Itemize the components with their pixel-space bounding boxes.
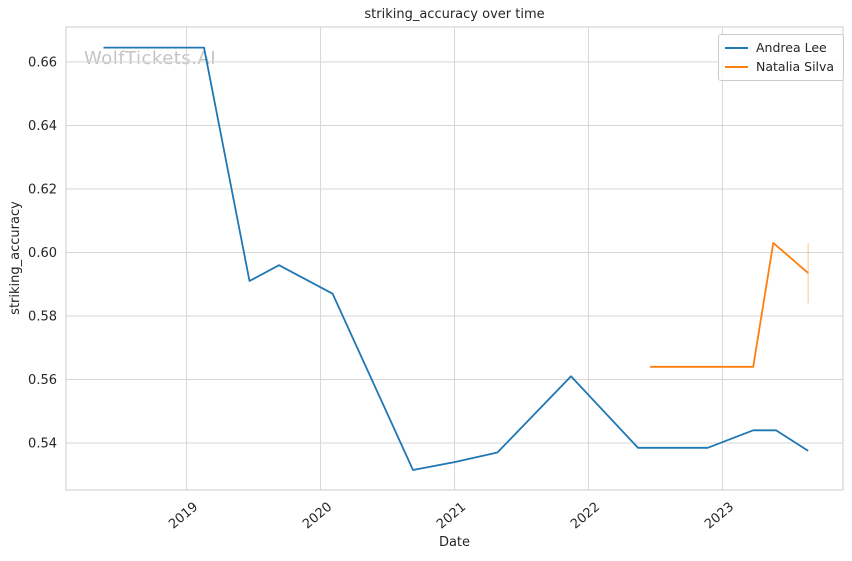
x-tick-label: 2021 bbox=[434, 500, 469, 533]
y-tick-label: 0.56 bbox=[28, 373, 57, 388]
legend-swatch-andrea-lee bbox=[725, 46, 748, 49]
watermark: WolfTickets.AI bbox=[84, 48, 217, 69]
x-tick-label: 2022 bbox=[568, 500, 603, 533]
x-tick-label: 2023 bbox=[702, 500, 737, 533]
x-tick-label: 2020 bbox=[300, 500, 335, 533]
legend-item-andrea-lee: Andrea Lee bbox=[725, 39, 834, 56]
x-axis-label: Date bbox=[438, 535, 471, 550]
y-tick-label: 0.54 bbox=[28, 437, 57, 452]
legend-label: Andrea Lee bbox=[756, 40, 827, 55]
y-axis-label: striking_accuracy bbox=[8, 201, 23, 315]
plot-frame bbox=[65, 26, 844, 491]
chart-title: striking_accuracy over time bbox=[364, 7, 545, 22]
y-tick-label: 0.66 bbox=[28, 55, 57, 70]
y-tick-label: 0.58 bbox=[28, 309, 57, 324]
legend-label: Natalia Silva bbox=[756, 59, 835, 74]
y-tick-label: 0.64 bbox=[28, 119, 57, 134]
x-tick-label: 2019 bbox=[166, 500, 201, 533]
y-tick-label: 0.60 bbox=[28, 246, 57, 261]
legend-swatch-natalia-silva bbox=[725, 65, 748, 68]
legend: Andrea Lee Natalia Silva bbox=[718, 34, 845, 81]
series-line-natalia-silva bbox=[650, 241, 809, 368]
legend-item-natalia-silva: Natalia Silva bbox=[725, 58, 834, 75]
y-tick-label: 0.62 bbox=[28, 182, 57, 197]
series-line-andrea-lee bbox=[103, 46, 809, 471]
